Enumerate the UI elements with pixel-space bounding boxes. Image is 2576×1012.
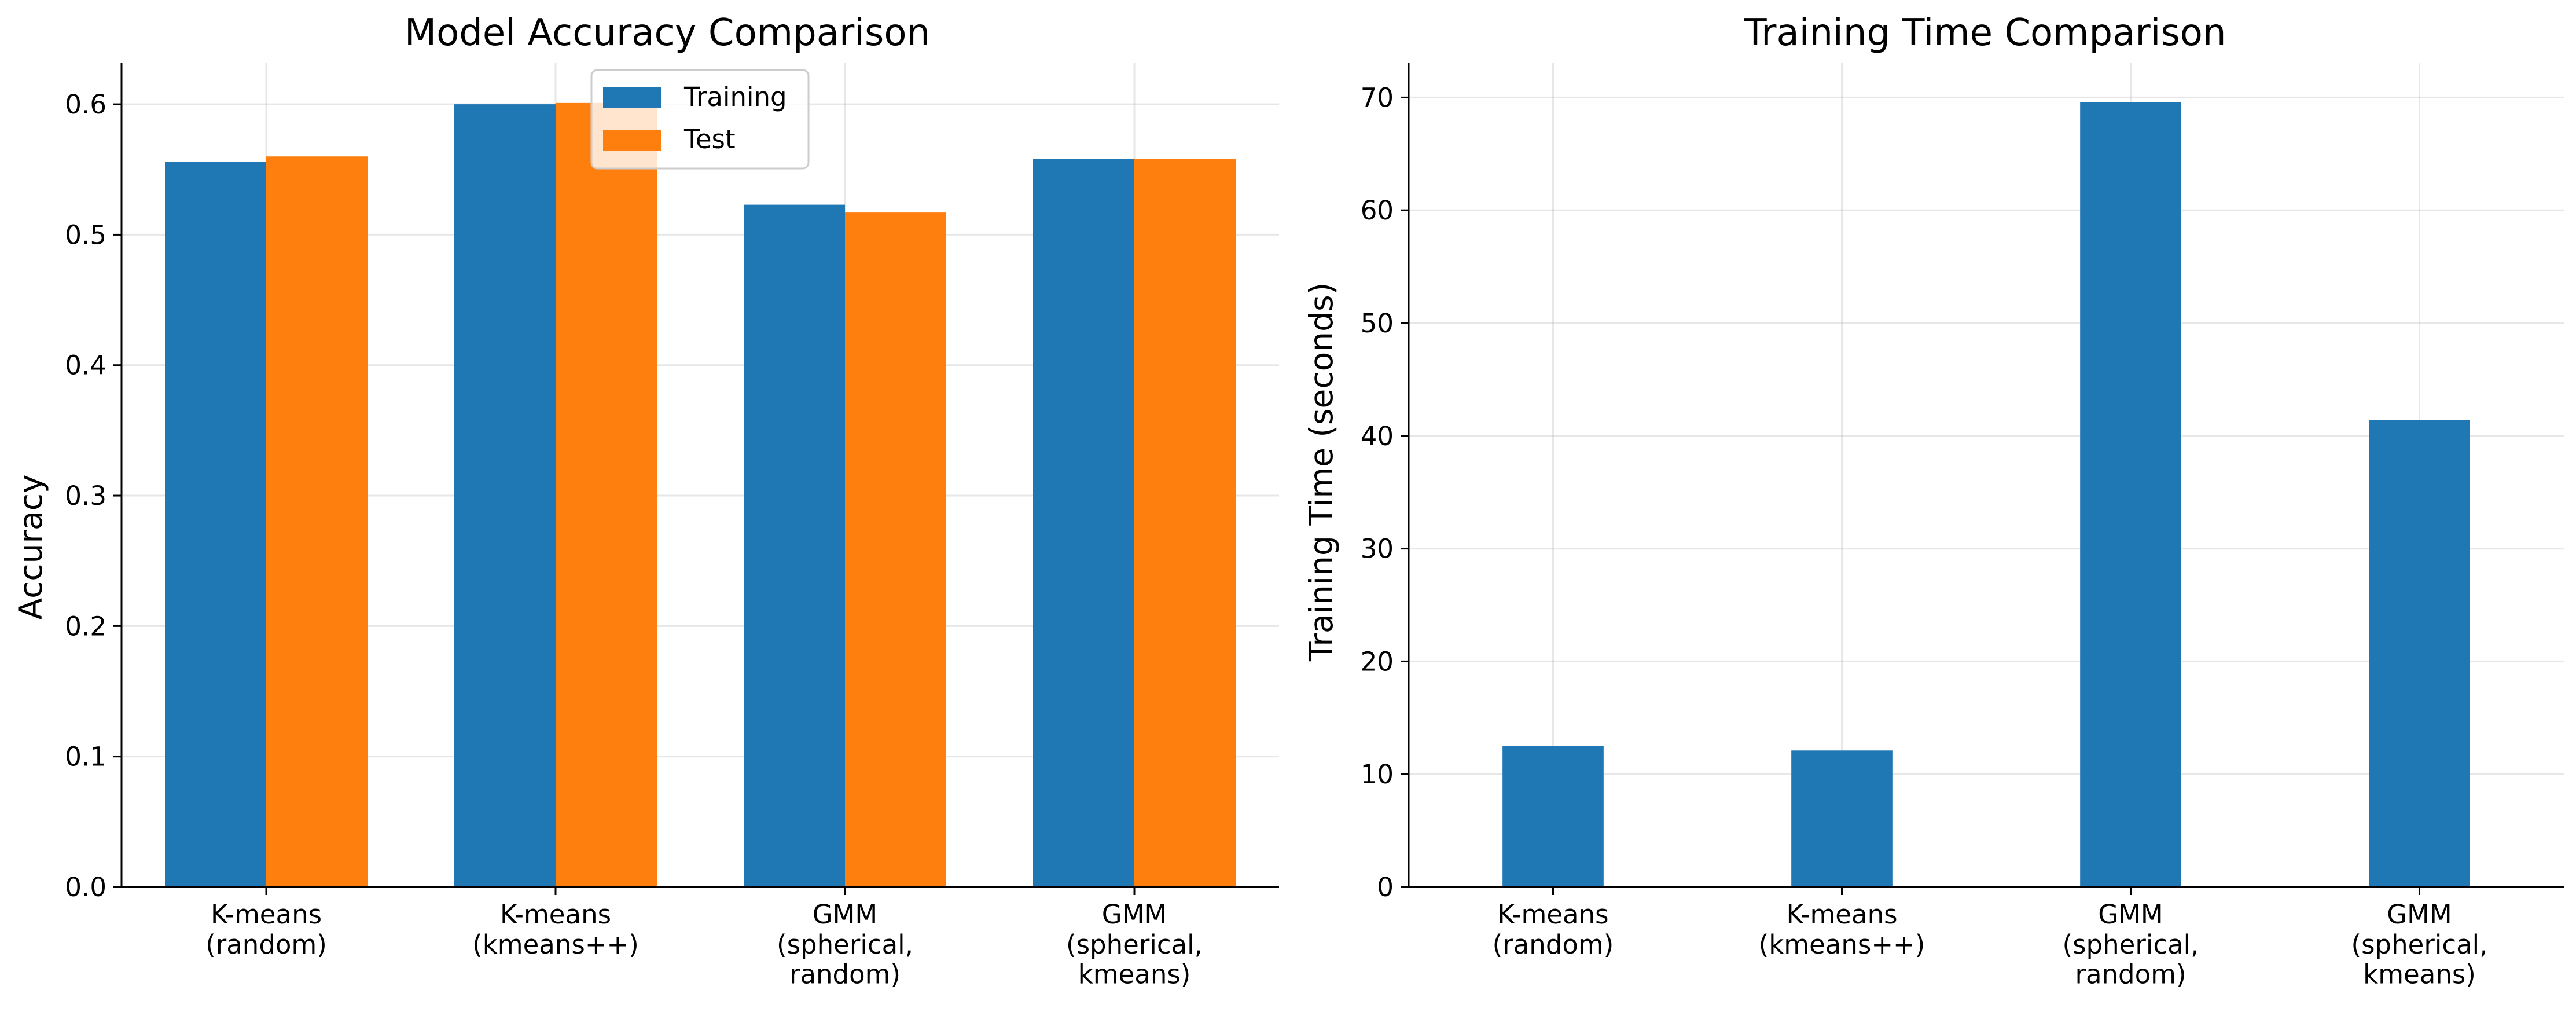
- x-tick-label: K-means (kmeans++): [1759, 899, 1925, 960]
- y-tick-label: 50: [1361, 308, 1394, 339]
- bar: [1502, 746, 1604, 887]
- legend-label: Test: [683, 124, 736, 155]
- tick-labels: 0 10 20 30 40 50 60 70 K-means (random) K-means (km…: [1361, 82, 2488, 989]
- y-tick-label: 0: [1377, 872, 1394, 903]
- y-tick-label: 0.1: [65, 742, 106, 772]
- tick-labels: 0.0 0.1 0.2 0.3 0.4 0.5 0.6 K-means (random) K-me…: [65, 89, 1203, 989]
- bar: [2080, 102, 2181, 888]
- y-tick-label: 60: [1361, 195, 1394, 226]
- bar: [1791, 750, 1893, 887]
- x-tick-label: K-means (random): [1493, 899, 1614, 960]
- y-tick-label: 30: [1361, 534, 1394, 564]
- training-time-chart: Training Time Comparison Training Time (…: [1303, 12, 2564, 990]
- x-tick-label: K-means (random): [205, 899, 327, 960]
- x-tick-label: GMM (spherical, random): [777, 899, 913, 990]
- x-tick-label: GMM (spherical, kmeans): [2351, 899, 2488, 990]
- y-axis-label: Accuracy: [12, 474, 49, 619]
- accuracy-chart: Model Accuracy Comparison Accuracy 0.00.…: [12, 12, 1279, 990]
- bar: [454, 104, 556, 887]
- bars: [165, 102, 1236, 888]
- y-tick-label: 20: [1361, 646, 1394, 677]
- axes: [113, 63, 1279, 895]
- axes: [1401, 63, 2564, 895]
- bar: [2369, 420, 2470, 887]
- y-tick-label: 0.2: [65, 611, 106, 641]
- legend-swatch: [603, 130, 661, 151]
- y-tick-label: 0.4: [65, 350, 106, 381]
- y-tick-label: 40: [1361, 421, 1394, 452]
- y-tick-label: 10: [1361, 759, 1394, 790]
- y-tick-label: 0.6: [65, 89, 106, 120]
- y-tick-label: 0.0: [65, 872, 106, 903]
- bar: [744, 204, 845, 887]
- bar: [165, 162, 266, 888]
- y-axis-label: Training Time (seconds): [1303, 283, 1340, 662]
- legend-label: Training: [683, 82, 787, 112]
- y-tick-label: 70: [1361, 82, 1394, 113]
- bar: [556, 102, 657, 887]
- y-tick-label: 0.3: [65, 481, 106, 511]
- x-tick-label: GMM (spherical, random): [2063, 899, 2199, 990]
- bars: [1502, 102, 2470, 888]
- bar: [1134, 159, 1236, 888]
- legend-swatch: [603, 87, 661, 108]
- x-tick-label: K-means (kmeans++): [472, 899, 639, 960]
- chart-title: Training Time Comparison: [1743, 12, 2226, 54]
- legend: Training Test: [590, 69, 810, 170]
- x-tick-label: GMM (spherical, kmeans): [1066, 899, 1203, 990]
- bar: [266, 156, 368, 888]
- bar: [1033, 159, 1134, 888]
- y-tick-label: 0.5: [65, 219, 106, 250]
- chart-title: Model Accuracy Comparison: [405, 12, 930, 54]
- bar: [845, 212, 946, 888]
